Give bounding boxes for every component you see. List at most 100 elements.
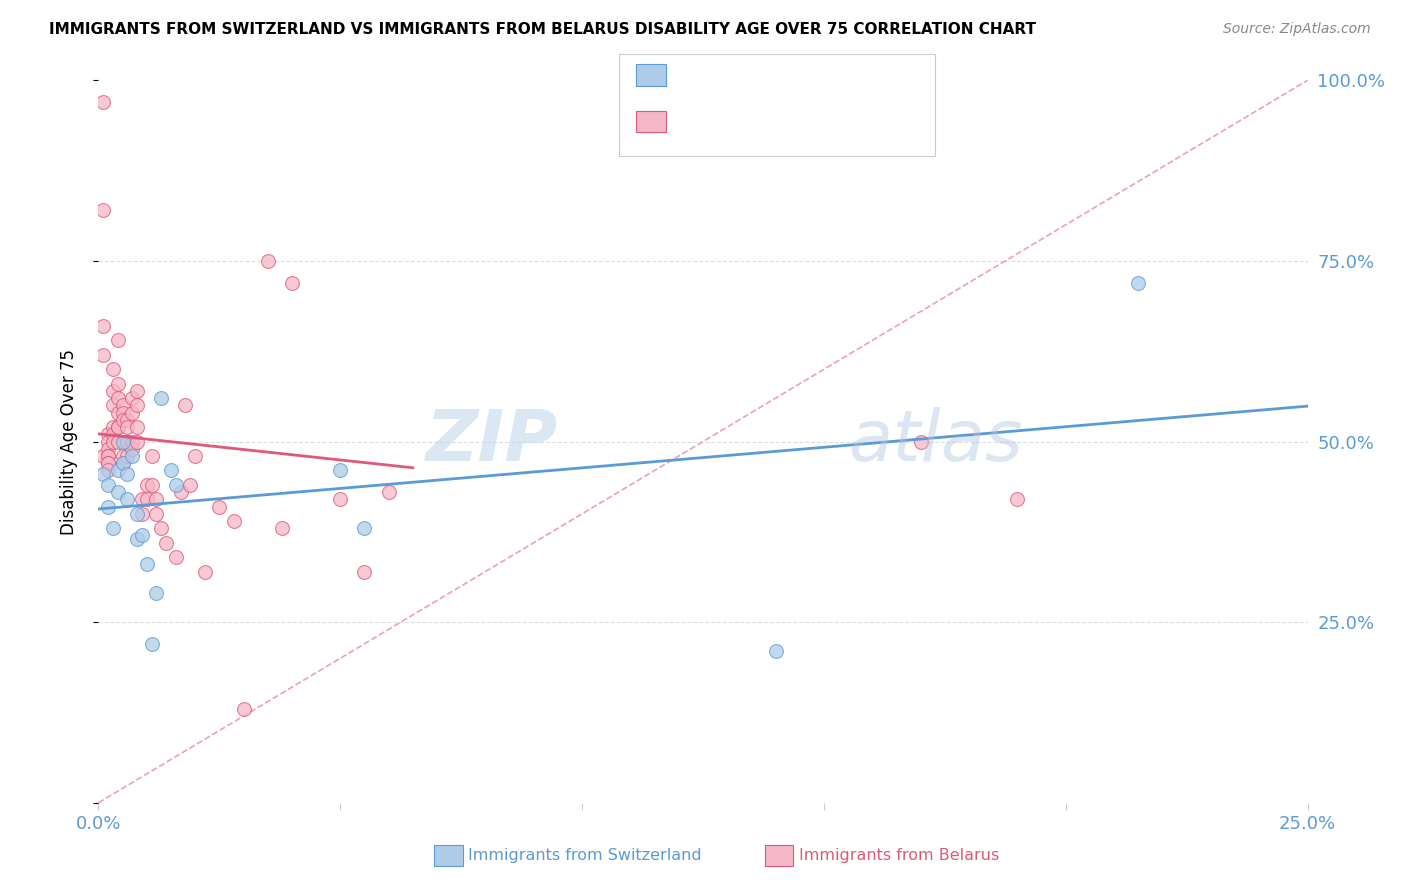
- Point: [127, 398, 149, 412]
- Point: [232, 702, 254, 716]
- Point: [97, 456, 120, 470]
- Point: [121, 434, 143, 449]
- Point: [91, 203, 114, 218]
- Point: [107, 406, 129, 420]
- Point: [101, 521, 124, 535]
- Point: [150, 391, 173, 405]
- Point: [111, 449, 134, 463]
- Point: [117, 449, 139, 463]
- Point: [97, 478, 120, 492]
- Point: [184, 449, 207, 463]
- Point: [101, 420, 124, 434]
- Point: [127, 384, 149, 398]
- Point: [91, 467, 114, 481]
- Text: IMMIGRANTS FROM SWITZERLAND VS IMMIGRANTS FROM BELARUS DISABILITY AGE OVER 75 CO: IMMIGRANTS FROM SWITZERLAND VS IMMIGRANT…: [49, 22, 1036, 37]
- Point: [107, 434, 129, 449]
- Point: [107, 334, 129, 348]
- Point: [91, 318, 114, 333]
- Point: [97, 500, 120, 514]
- Point: [150, 521, 173, 535]
- Point: [131, 507, 153, 521]
- Point: [329, 492, 352, 507]
- Point: [127, 532, 149, 546]
- Point: [174, 398, 197, 412]
- Point: [91, 348, 114, 362]
- Point: [281, 276, 304, 290]
- Point: [101, 434, 124, 449]
- Point: [256, 253, 278, 268]
- Point: [97, 456, 120, 470]
- Point: [111, 456, 134, 470]
- Point: [1128, 276, 1150, 290]
- Point: [101, 384, 124, 398]
- Point: [111, 398, 134, 412]
- Point: [127, 420, 149, 434]
- Point: [107, 420, 129, 434]
- Point: [121, 406, 143, 420]
- Text: N = 24: N = 24: [830, 66, 894, 84]
- Point: [111, 434, 134, 449]
- Point: [353, 521, 375, 535]
- Point: [117, 434, 139, 449]
- Point: [145, 507, 167, 521]
- Point: [97, 427, 120, 442]
- Text: Immigrants from Switzerland: Immigrants from Switzerland: [468, 848, 702, 863]
- Point: [155, 535, 177, 549]
- Point: [165, 550, 187, 565]
- Point: [107, 463, 129, 477]
- Point: [117, 420, 139, 434]
- Point: [111, 406, 134, 420]
- Point: [101, 427, 124, 442]
- Point: [117, 492, 139, 507]
- Point: [141, 478, 163, 492]
- Point: [1007, 492, 1029, 507]
- Point: [194, 565, 217, 579]
- Point: [329, 463, 352, 477]
- Point: [97, 449, 120, 463]
- Point: [135, 492, 157, 507]
- Text: Immigrants from Belarus: Immigrants from Belarus: [799, 848, 998, 863]
- Point: [101, 362, 124, 376]
- Point: [377, 485, 399, 500]
- Point: [117, 467, 139, 481]
- Point: [111, 413, 134, 427]
- Point: [222, 514, 245, 528]
- Point: [169, 485, 191, 500]
- Point: [141, 637, 163, 651]
- Point: [165, 478, 187, 492]
- Text: N = 71: N = 71: [830, 112, 894, 130]
- Point: [107, 376, 129, 391]
- Point: [101, 398, 124, 412]
- Point: [353, 565, 375, 579]
- Text: Source: ZipAtlas.com: Source: ZipAtlas.com: [1223, 22, 1371, 37]
- Point: [271, 521, 294, 535]
- Point: [135, 558, 157, 572]
- Point: [131, 528, 153, 542]
- Text: ZIP: ZIP: [426, 407, 558, 476]
- Point: [121, 449, 143, 463]
- Text: R = 0.238: R = 0.238: [673, 112, 761, 130]
- Point: [91, 95, 114, 109]
- Point: [160, 463, 183, 477]
- Point: [97, 442, 120, 456]
- Point: [107, 391, 129, 405]
- Point: [127, 434, 149, 449]
- Point: [107, 485, 129, 500]
- Point: [97, 449, 120, 463]
- Point: [121, 442, 143, 456]
- Point: [910, 434, 932, 449]
- Point: [111, 456, 134, 470]
- Point: [127, 507, 149, 521]
- Point: [91, 449, 114, 463]
- Text: atlas: atlas: [848, 407, 1022, 476]
- Point: [117, 413, 139, 427]
- Point: [765, 644, 787, 658]
- Point: [121, 391, 143, 405]
- Point: [145, 492, 167, 507]
- Point: [179, 478, 201, 492]
- Text: R = 0.260: R = 0.260: [673, 66, 761, 84]
- Point: [135, 478, 157, 492]
- Point: [107, 420, 129, 434]
- Point: [145, 586, 167, 600]
- Point: [208, 500, 231, 514]
